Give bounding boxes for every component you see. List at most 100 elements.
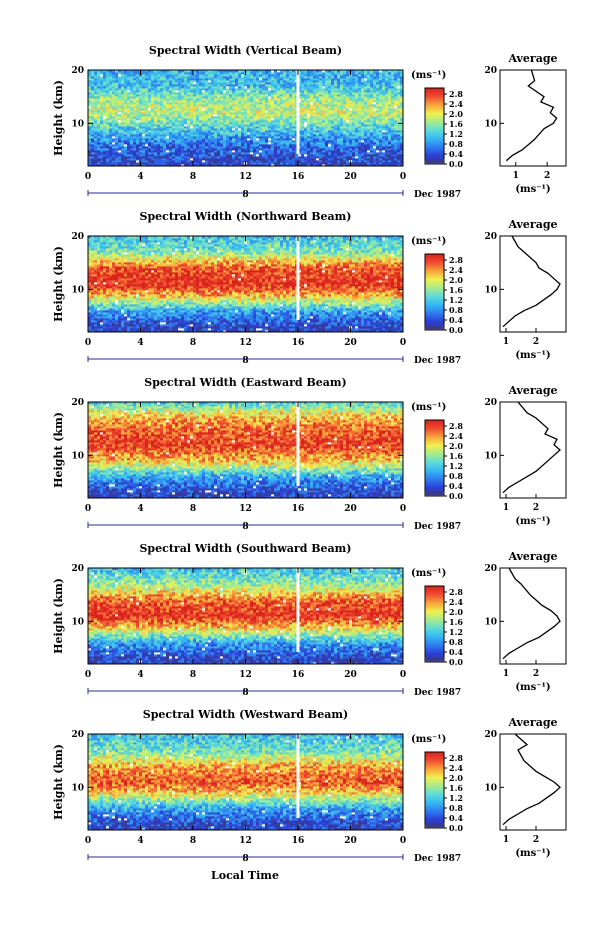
heatmap-cell [271,116,275,119]
heatmap-cell [97,148,101,151]
heatmap-cell [334,130,338,133]
heatmap-cell [169,124,173,127]
heatmap-cell [259,154,263,157]
heatmap-cell [88,138,92,141]
heatmap-cell [259,136,263,139]
heatmap-cell [205,130,209,133]
heatmap-cell [259,130,263,133]
heatmap-cell [118,146,122,149]
heatmap-cell [289,116,293,119]
heatmap-cell [130,162,134,165]
heatmap-cell [256,142,260,145]
heatmap-cell [88,116,92,119]
heatmap-cell [334,156,338,159]
heatmap-cell [391,126,395,129]
heatmap-cell [331,158,335,161]
heatmap-cell [292,116,296,119]
heatmap-cell [361,162,365,165]
heatmap-cell [169,146,173,149]
heatmap-cell [400,152,404,155]
heatmap-cell [388,158,392,161]
heatmap-cell [154,130,158,133]
heatmap-cell [139,146,143,149]
heatmap-cell [88,136,92,139]
heatmap-cell [160,150,164,153]
heatmap-cell [316,162,320,165]
heatmap-cell [235,116,239,119]
heatmap-cell [157,124,161,127]
heatmap-cell [142,130,146,133]
heatmap-cell [238,142,242,145]
heatmap-cell [301,122,305,125]
heatmap-cell [373,160,377,163]
heatmap-cell [121,124,125,127]
heatmap-cell [247,142,251,145]
heatmap-cell [244,152,248,155]
heatmap-cell [241,144,245,147]
heatmap-cell [202,138,206,141]
heatmap-cell [217,140,221,143]
heatmap-cell [355,136,359,139]
heatmap-cell [388,122,392,125]
heatmap-cell [313,160,317,163]
heatmap-cell [151,150,155,153]
heatmap-cell [343,156,347,159]
heatmap-cell [175,128,179,131]
heatmap-cell [199,148,203,151]
heatmap-cell [175,140,179,143]
heatmap-cell [277,116,281,119]
heatmap-cell [253,122,257,125]
heatmap-cell [169,134,173,137]
heatmap-cell [334,138,338,141]
heatmap-cell [151,138,155,141]
heatmap-cell [253,116,257,119]
heatmap-cell [133,154,137,157]
heatmap-cell [214,116,218,119]
heatmap-cell [307,116,311,119]
heatmap-cell [253,120,257,123]
heatmap-cell [253,142,257,145]
heatmap-cell [124,134,128,137]
heatmap-cell [196,148,200,151]
heatmap-cell [256,138,260,141]
heatmap-cell [265,146,269,149]
heatmap-cell [331,126,335,129]
heatmap-cell [214,134,218,137]
heatmap-cell [370,148,374,151]
heatmap-cell [385,124,389,127]
heatmap-cell [385,120,389,123]
heatmap-cell [268,142,272,145]
heatmap-cell [157,118,161,121]
heatmap-cell [190,120,194,123]
heatmap-cell [208,150,212,153]
heatmap-cell [334,144,338,147]
heatmap-cell [337,150,341,153]
heatmap-cell [112,124,116,127]
heatmap-cell [130,126,134,129]
heatmap-cell [346,130,350,133]
heatmap-cell [385,160,389,163]
heatmap-cell [172,126,176,129]
heatmap-cell [370,138,374,141]
heatmap-cell [202,114,206,117]
heatmap-cell [277,146,281,149]
heatmap-cell [97,154,101,157]
heatmap-cell [178,122,182,125]
heatmap-cell [118,158,122,161]
heatmap-cell [310,160,314,163]
heatmap-cell [94,164,98,167]
heatmap-cell [346,156,350,159]
heatmap-cell [238,160,242,163]
heatmap-cell [232,154,236,157]
heatmap-cell [217,136,221,139]
heatmap-cell [172,132,176,135]
heatmap-cell [259,160,263,163]
heatmap-cell [394,132,398,135]
heatmap-cell [91,138,95,141]
heatmap-cell [352,152,356,155]
heatmap-cell [115,130,119,133]
heatmap-cell [172,164,176,167]
heatmap-cell [337,156,341,159]
heatmap-cell [235,136,239,139]
heatmap-cell [238,124,242,127]
